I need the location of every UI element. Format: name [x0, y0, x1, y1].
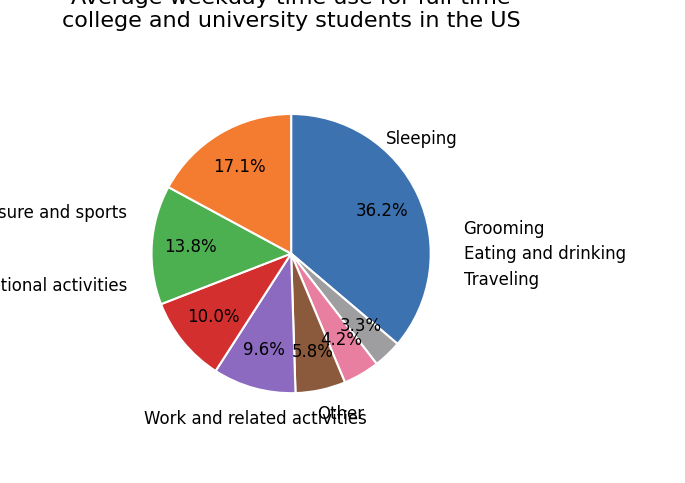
- Text: 3.3%: 3.3%: [340, 317, 382, 335]
- Text: Eating and drinking: Eating and drinking: [464, 244, 625, 263]
- Text: 9.6%: 9.6%: [243, 341, 285, 359]
- Text: Educational activities: Educational activities: [0, 277, 127, 296]
- Wedge shape: [291, 254, 397, 364]
- Text: Traveling: Traveling: [464, 271, 538, 289]
- Text: Grooming: Grooming: [464, 220, 545, 238]
- Text: Other: Other: [317, 405, 364, 423]
- Wedge shape: [216, 254, 295, 393]
- Wedge shape: [151, 187, 291, 304]
- Text: Sleeping: Sleeping: [386, 129, 458, 148]
- Wedge shape: [169, 114, 291, 254]
- Text: 10.0%: 10.0%: [187, 308, 240, 326]
- Text: 4.2%: 4.2%: [321, 331, 363, 349]
- Text: Leisure and sports: Leisure and sports: [0, 203, 127, 222]
- Text: 36.2%: 36.2%: [356, 202, 409, 220]
- Wedge shape: [291, 254, 345, 393]
- Wedge shape: [291, 254, 377, 383]
- Text: Work and related activities: Work and related activities: [144, 410, 366, 427]
- Text: 5.8%: 5.8%: [292, 343, 334, 361]
- Text: 13.8%: 13.8%: [164, 238, 217, 256]
- Wedge shape: [291, 114, 431, 344]
- Wedge shape: [161, 254, 291, 371]
- Title: Average weekday time use for full-time
college and university students in the US: Average weekday time use for full-time c…: [62, 0, 521, 31]
- Text: 17.1%: 17.1%: [214, 158, 266, 176]
